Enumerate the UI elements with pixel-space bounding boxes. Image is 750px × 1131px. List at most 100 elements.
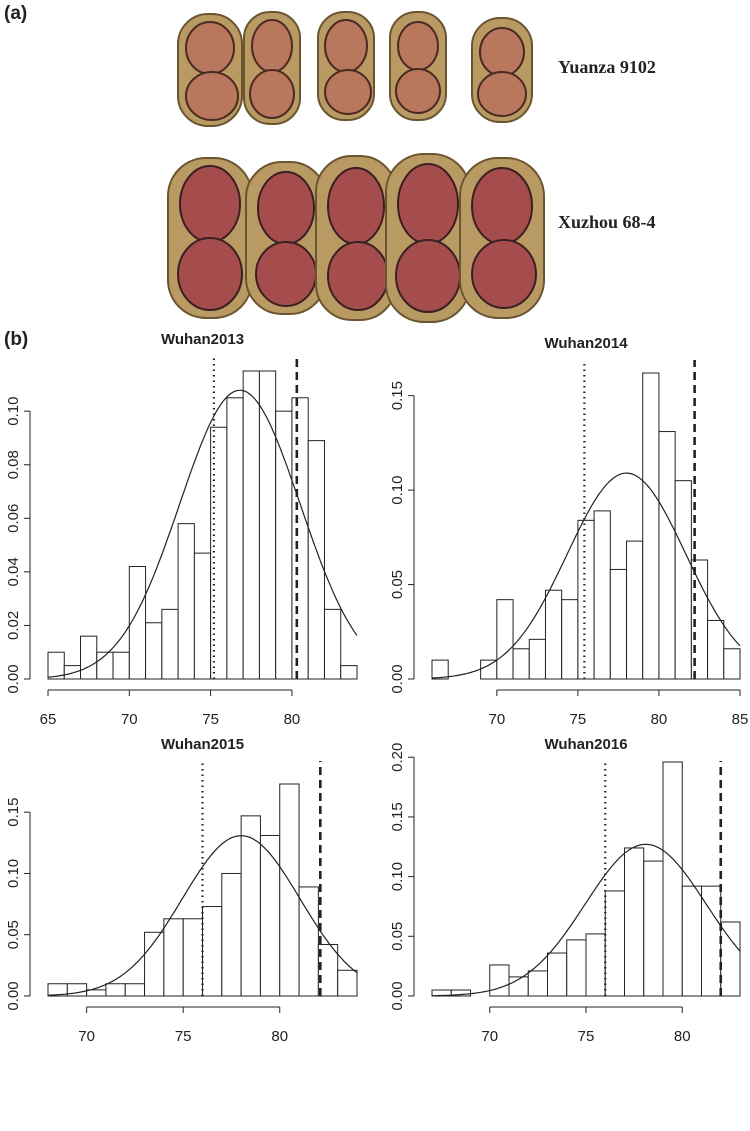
- bar: [182, 918, 203, 997]
- bar: [275, 410, 293, 680]
- bar: [298, 886, 319, 997]
- bar: [86, 989, 107, 997]
- bar: [258, 370, 277, 680]
- bar: [226, 397, 244, 680]
- y-tick-label: 0.10: [5, 397, 22, 426]
- x-tick-label: 80: [651, 711, 668, 728]
- bar: [720, 921, 741, 997]
- x-tick-label: 85: [732, 711, 749, 728]
- photo-label: Yuanza 9102: [558, 57, 656, 77]
- panel-label: (a): [4, 3, 27, 24]
- bar: [163, 918, 184, 997]
- bar: [337, 969, 358, 997]
- normal-curve: [47, 835, 358, 996]
- bar: [80, 635, 98, 680]
- bar: [177, 523, 195, 680]
- y-tick-label: 0.20: [389, 743, 406, 772]
- normal-curve: [47, 389, 358, 678]
- y-tick-label: 0.15: [389, 802, 406, 831]
- bar: [566, 939, 587, 997]
- y-tick-label: 0.10: [389, 862, 406, 891]
- x-tick-label: 70: [481, 1028, 498, 1045]
- bar: [681, 885, 702, 997]
- bar: [624, 847, 645, 997]
- y-tick-label: 0.00: [389, 981, 406, 1010]
- x-tick-label: 75: [202, 711, 219, 728]
- bar: [643, 860, 664, 997]
- bar: [609, 568, 628, 680]
- bar: [604, 890, 625, 997]
- bar: [240, 815, 261, 997]
- peanut-photo-row-1: [177, 11, 533, 127]
- bar: [593, 510, 611, 680]
- bar: [210, 426, 228, 680]
- bar: [161, 608, 179, 680]
- normal-curve: [431, 472, 741, 679]
- bar: [707, 619, 725, 680]
- bar: [701, 885, 722, 997]
- bar: [279, 783, 300, 997]
- bar: [63, 665, 82, 680]
- peanut-photo-row-2: [167, 153, 545, 323]
- x-tick-label: 70: [488, 711, 505, 728]
- bar: [674, 480, 692, 680]
- y-tick-label: 0.00: [389, 664, 406, 693]
- bar: [105, 983, 126, 997]
- y-tick-label: 0.08: [5, 450, 22, 479]
- bar: [307, 440, 325, 680]
- bar: [577, 519, 595, 680]
- y-tick-label: 0.10: [5, 859, 22, 888]
- y-tick-label: 0.05: [389, 570, 406, 599]
- bar: [561, 599, 579, 680]
- bar: [496, 599, 514, 680]
- x-tick-label: 75: [578, 1028, 595, 1045]
- bar: [544, 589, 563, 680]
- chart-title: Wuhan2016: [544, 736, 627, 753]
- bar: [112, 651, 130, 680]
- x-tick-label: 80: [271, 1028, 288, 1045]
- x-tick-label: 70: [121, 711, 138, 728]
- bar: [323, 608, 342, 680]
- x-tick-label: 75: [175, 1028, 192, 1045]
- y-tick-label: 0.05: [389, 922, 406, 951]
- x-tick-label: 70: [78, 1028, 95, 1045]
- bar: [547, 952, 568, 997]
- y-tick-label: 0.04: [5, 557, 22, 586]
- bar: [512, 648, 530, 680]
- chart-title: Wuhan2014: [544, 335, 628, 352]
- y-tick-label: 0.15: [5, 798, 22, 827]
- bar: [242, 370, 260, 680]
- histograms: Wuhan2013 0.00 0.02 0.04 0.06 0.08 0.10 65 70 75 8…: [5, 331, 748, 1045]
- photo-label: Xuzhou 68-4: [558, 212, 656, 232]
- y-tick-label: 0.00: [5, 981, 22, 1010]
- y-tick-label: 0.10: [389, 476, 406, 505]
- bar: [626, 540, 644, 680]
- y-tick-label: 0.05: [5, 920, 22, 949]
- bar: [193, 552, 212, 680]
- chart-title: Wuhan2015: [161, 736, 244, 753]
- bar: [259, 834, 281, 997]
- y-tick-label: 0.00: [5, 664, 22, 693]
- bar: [528, 638, 546, 680]
- x-tick-label: 75: [570, 711, 587, 728]
- y-tick-label: 0.06: [5, 504, 22, 533]
- chart-title: Wuhan2013: [161, 331, 244, 348]
- y-tick-label: 0.15: [389, 381, 406, 410]
- bar: [221, 872, 242, 997]
- bar: [642, 372, 660, 680]
- x-tick-label: 80: [284, 711, 301, 728]
- panel-label: (b): [4, 329, 28, 350]
- bar: [202, 906, 223, 997]
- bar: [450, 989, 471, 997]
- bar: [124, 983, 146, 997]
- bar: [431, 659, 449, 680]
- bar: [480, 659, 498, 680]
- bar: [489, 964, 510, 997]
- bar: [527, 970, 548, 997]
- x-tick-label: 65: [40, 711, 57, 728]
- normal-curve: [432, 843, 741, 997]
- y-tick-label: 0.02: [5, 611, 22, 640]
- bar: [723, 648, 741, 680]
- bar: [585, 933, 606, 997]
